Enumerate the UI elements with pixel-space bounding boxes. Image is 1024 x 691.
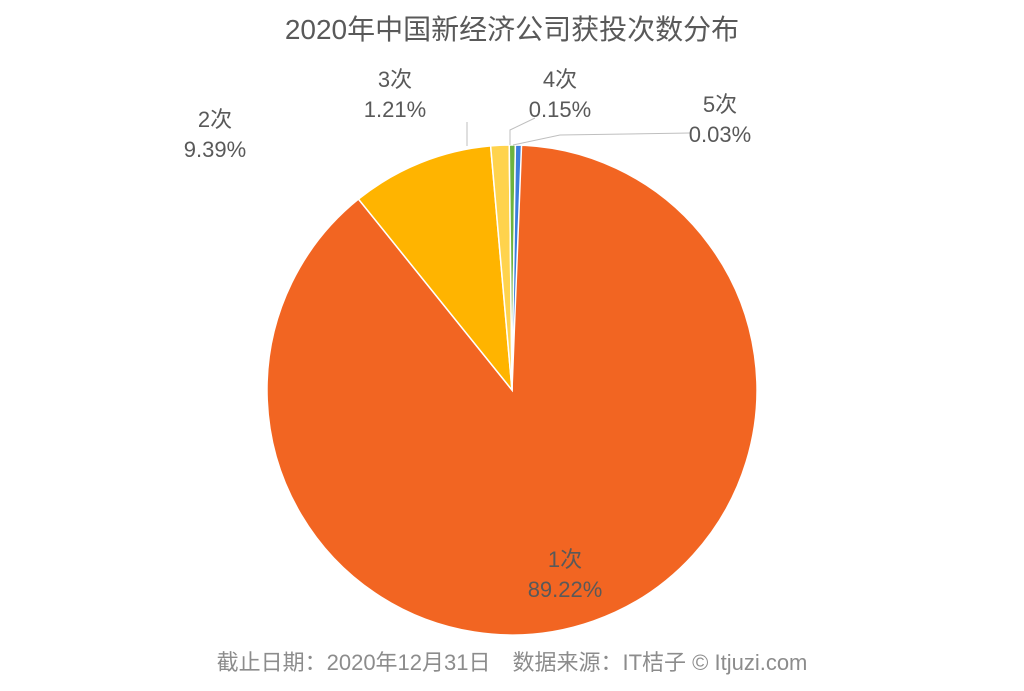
data-label: 4次0.15% (529, 65, 591, 124)
data-label-value: 0.15% (529, 95, 591, 125)
data-label-name: 1次 (528, 545, 603, 575)
data-label: 3次1.21% (364, 65, 426, 124)
data-label-name: 5次 (689, 90, 751, 120)
data-label-name: 3次 (364, 65, 426, 95)
data-label: 2次9.39% (184, 105, 246, 164)
data-label: 1次89.22% (528, 545, 603, 604)
data-label-value: 1.21% (364, 95, 426, 125)
data-label-value: 0.03% (689, 120, 751, 150)
chart-footer: 截止日期：2020年12月31日 数据来源：IT桔子 © Itjuzi.com (0, 645, 1024, 677)
pie-chart (0, 0, 1024, 691)
data-label: 5次0.03% (689, 90, 751, 149)
data-label-name: 4次 (529, 65, 591, 95)
data-label-value: 89.22% (528, 575, 603, 605)
data-label-value: 9.39% (184, 135, 246, 165)
data-label-name: 2次 (184, 105, 246, 135)
